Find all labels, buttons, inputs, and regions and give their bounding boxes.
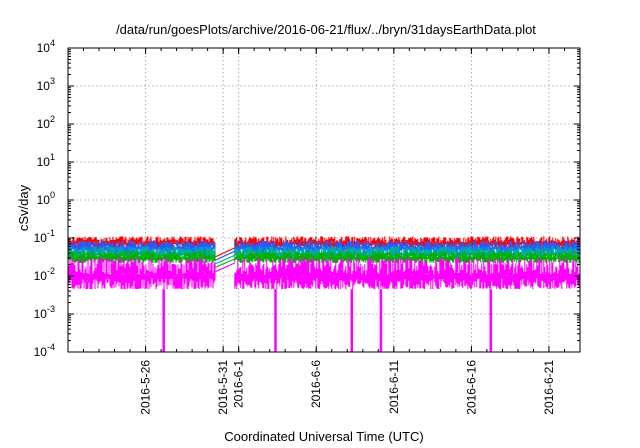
x-tick-label: 2016-6-16 [464, 360, 478, 415]
x-tick-label: 2016-6-21 [542, 360, 556, 415]
y-tick-label: 102 [37, 114, 55, 131]
x-tick-label: 2016-6-6 [309, 360, 323, 408]
gap-connector [215, 250, 236, 261]
grid [68, 48, 580, 352]
y-tick-label: 101 [37, 152, 55, 169]
series-area [68, 236, 580, 352]
x-axis-title: Coordinated Universal Time (UTC) [224, 429, 423, 444]
gap-connector [215, 262, 236, 273]
axis-ticks: 10-4 10-3 10-2 10-1 100 101 102 103 104 2016-5-26… [34, 38, 580, 415]
gap-connector [215, 247, 236, 258]
gap-connector [215, 258, 236, 268]
x-tick-label: 2016-6-1 [232, 360, 246, 408]
y-tick-label: 10-1 [34, 228, 55, 245]
y-tick-label: 10-3 [34, 304, 55, 321]
y-tick-label: 10-4 [34, 342, 55, 359]
series-band [234, 257, 580, 290]
x-tick-label: 2016-5-31 [216, 360, 230, 415]
y-axis-title: cSv/day [16, 184, 31, 231]
y-tick-label: 104 [37, 38, 55, 55]
x-tick-label: 2016-6-11 [387, 360, 401, 414]
chart-title: /data/run/goesPlots/archive/2016-06-21/f… [116, 22, 536, 37]
y-tick-label: 100 [37, 190, 55, 207]
y-tick-label: 103 [37, 76, 55, 93]
gap-connector [215, 254, 236, 265]
series-band [68, 257, 216, 290]
x-tick-label: 2016-5-26 [139, 360, 153, 415]
y-tick-label: 10-2 [34, 266, 55, 283]
